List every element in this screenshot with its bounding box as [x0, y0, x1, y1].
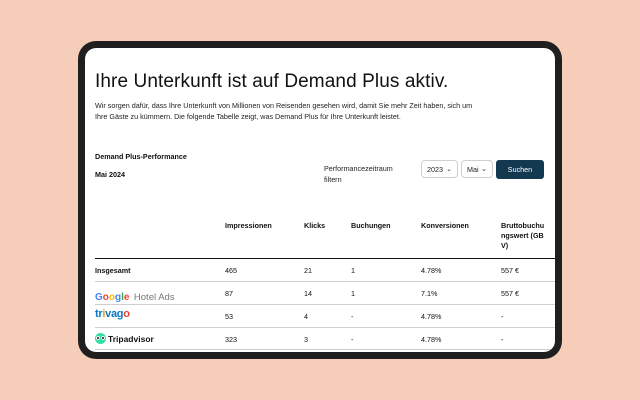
month-select[interactable]: Mai ⌄ — [461, 160, 493, 178]
cell: 1 — [351, 289, 355, 298]
cell: 4 — [304, 312, 308, 321]
header-bookings: Buchungen — [351, 221, 391, 230]
chevron-down-icon: ⌄ — [481, 166, 487, 173]
tablet-frame: Ihre Unterkunft ist auf Demand Plus akti… — [78, 41, 562, 359]
row-label-total: Insgesamt — [95, 266, 131, 275]
row-divider — [95, 349, 555, 350]
header-conversions: Konversionen — [421, 221, 469, 230]
google-hotel-ads-logo: Google Hotel Ads — [95, 292, 175, 303]
header-impressions: Impressionen — [225, 221, 272, 230]
month-select-value: Mai — [467, 165, 479, 174]
cell: 14 — [304, 289, 312, 298]
cell: 3 — [304, 335, 308, 344]
row-divider — [95, 304, 555, 305]
cell: 4.78% — [421, 335, 442, 344]
cell: 4.78% — [421, 312, 442, 321]
cell: 465 — [225, 266, 237, 275]
cell: 557 € — [501, 289, 519, 298]
page-title: Ihre Unterkunft ist auf Demand Plus akti… — [95, 71, 449, 92]
cell: 323 — [225, 335, 237, 344]
search-button[interactable]: Suchen — [496, 160, 544, 179]
header-clicks: Klicks — [304, 221, 326, 230]
performance-month: Mai 2024 — [95, 170, 125, 179]
intro-text: Wir sorgen dafür, dass Ihre Unterkunft v… — [95, 101, 473, 121]
row-divider — [95, 327, 555, 328]
cell: 53 — [225, 312, 233, 321]
cell: 557 € — [501, 266, 519, 275]
cell: 1 — [351, 266, 355, 275]
trivago-logo: trivago — [95, 308, 130, 320]
chevron-down-icon: ⌄ — [446, 166, 452, 173]
cell: 21 — [304, 266, 312, 275]
cell: - — [351, 312, 354, 321]
cell: 87 — [225, 289, 233, 298]
row-divider — [95, 281, 555, 282]
owl-icon — [95, 333, 106, 344]
year-select-value: 2023 — [427, 165, 443, 174]
cell: 4.78% — [421, 266, 442, 275]
year-select[interactable]: 2023 ⌄ — [421, 160, 458, 178]
performance-label: Demand Plus-Performance — [95, 152, 187, 161]
cell: 7.1% — [421, 289, 438, 298]
header-divider — [95, 258, 555, 259]
cell: - — [501, 335, 504, 344]
cell: - — [351, 335, 354, 344]
screen: Ihre Unterkunft ist auf Demand Plus akti… — [85, 48, 555, 352]
header-gbv: Bruttobuchungswert (GBV) — [501, 221, 545, 250]
filter-label: Performancezeitraum filtern — [324, 164, 393, 184]
cell: - — [501, 312, 504, 321]
tripadvisor-logo: Tripadvisor — [95, 333, 154, 344]
